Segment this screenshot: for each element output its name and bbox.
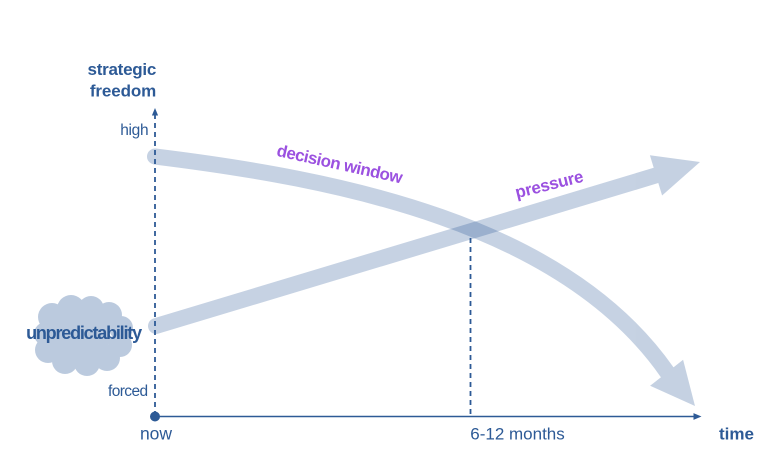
svg-text:strategic: strategic <box>87 60 156 79</box>
svg-text:now: now <box>140 424 172 444</box>
svg-text:unpredictability: unpredictability <box>26 323 142 343</box>
svg-text:freedom: freedom <box>90 82 156 101</box>
svg-text:time: time <box>719 425 754 444</box>
svg-text:forced: forced <box>108 383 147 400</box>
svg-text:6-12 months: 6-12 months <box>470 425 565 444</box>
svg-text:high: high <box>120 122 148 139</box>
